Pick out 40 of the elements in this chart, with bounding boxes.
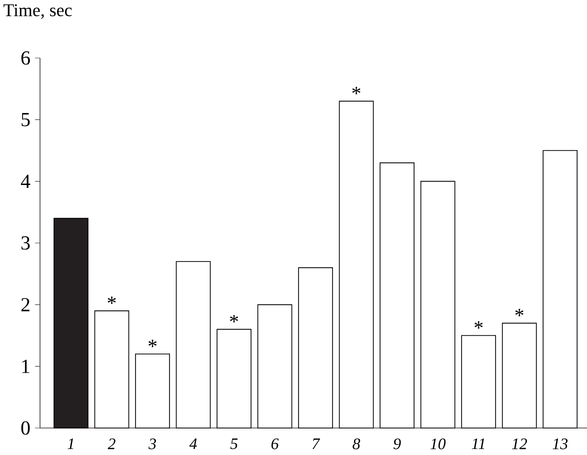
x-tick-label: 1 xyxy=(68,438,74,450)
bar xyxy=(135,354,170,428)
x-tick-label: 2 xyxy=(108,438,116,450)
y-tick-label: 5 xyxy=(22,113,30,126)
y-tick-label: 3 xyxy=(21,236,30,250)
x-tick-label: 5 xyxy=(230,438,238,450)
bar xyxy=(94,310,130,428)
bar xyxy=(420,180,456,428)
y-tick-label: 6 xyxy=(21,51,30,65)
annotation: * xyxy=(148,340,157,348)
bar xyxy=(338,100,374,428)
bar xyxy=(54,218,88,428)
bar xyxy=(502,322,537,428)
x-tick-label: 13 xyxy=(552,438,568,450)
x-tick-label: 6 xyxy=(271,438,279,450)
y-tick-label: 2 xyxy=(21,298,30,312)
bar xyxy=(542,150,578,428)
x-tick-label: 4 xyxy=(189,438,197,450)
x-tick-label: 9 xyxy=(394,438,401,450)
annotation: * xyxy=(108,296,116,304)
x-tick-label: 10 xyxy=(430,438,446,450)
bar xyxy=(461,335,496,428)
x-tick-label: 11 xyxy=(472,438,484,450)
y-tick-label: 4 xyxy=(20,174,30,188)
x-tick-label: 7 xyxy=(312,438,320,449)
x-tick-label: 8 xyxy=(352,438,360,450)
annotation: * xyxy=(515,308,524,316)
annotation: * xyxy=(474,321,483,329)
x-tick-label: 12 xyxy=(512,438,527,450)
bar xyxy=(176,261,211,428)
x-tick-label: 3 xyxy=(148,438,156,450)
annotation: * xyxy=(352,86,360,94)
bar xyxy=(298,267,333,428)
y-axis-title: Time, sec xyxy=(4,4,72,19)
y-tick-label: 0 xyxy=(21,421,30,435)
annotation: * xyxy=(230,315,238,322)
bar xyxy=(216,328,252,428)
y-tick-label: 1 xyxy=(22,360,30,373)
bar xyxy=(380,162,414,428)
bar xyxy=(257,304,292,428)
